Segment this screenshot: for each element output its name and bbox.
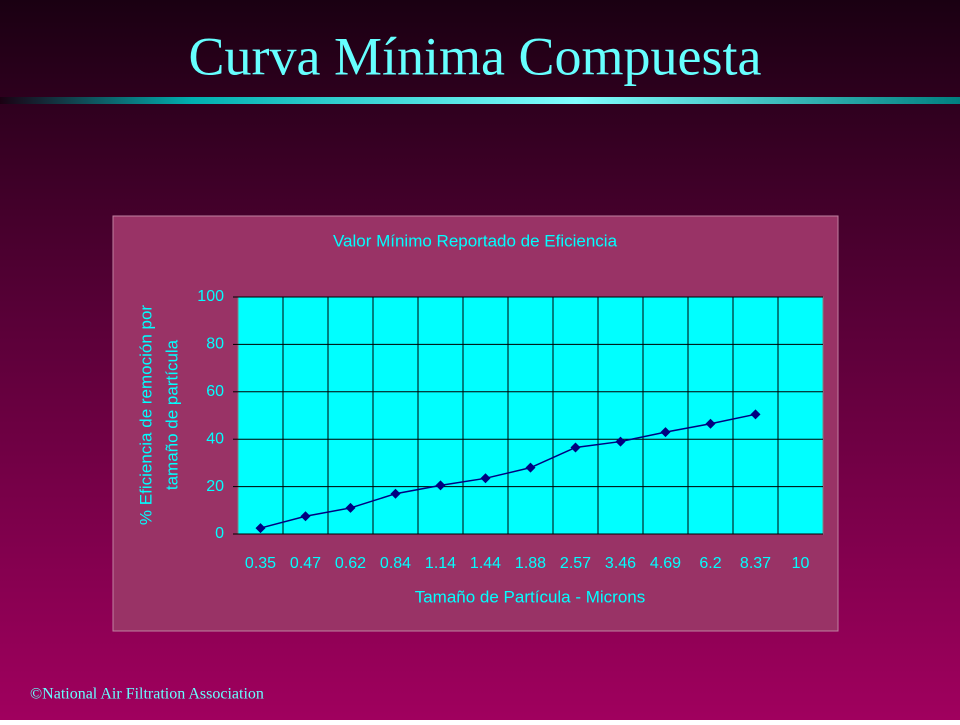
x-tick-label: 0.84 [380, 555, 411, 572]
x-tick-label: 4.69 [650, 555, 681, 572]
y-tick-label: 100 [197, 288, 224, 305]
x-tick-label: 1.88 [515, 555, 546, 572]
title-rule [0, 97, 960, 104]
y-axis-label-line: % Eficiencia de remoción por [136, 305, 155, 526]
y-tick-label: 20 [206, 478, 224, 495]
y-axis-label-line: tamaño de partícula [162, 339, 181, 490]
y-axis-label: % Eficiencia de remoción por tamaño de p… [136, 305, 181, 526]
y-tick-label: 60 [206, 383, 224, 400]
x-tick-label: 8.37 [740, 555, 771, 572]
chart-title: Valor Mínimo Reportado de Eficiencia [333, 231, 618, 250]
x-axis-label: Tamaño de Partícula - Microns [415, 587, 646, 606]
x-tick-label: 6.2 [699, 555, 721, 572]
data-point [300, 511, 311, 522]
plot-area [237, 296, 824, 535]
data-point [750, 409, 761, 420]
x-tick-label: 2.57 [560, 555, 591, 572]
data-point [705, 418, 716, 429]
data-point [255, 523, 266, 534]
x-tick-label: 10 [792, 555, 810, 572]
y-tick-label: 80 [206, 336, 224, 353]
y-tick-label: 0 [215, 525, 224, 542]
x-tick-label: 0.47 [290, 555, 321, 572]
data-point [480, 473, 491, 484]
data-point [390, 488, 401, 499]
data-point [345, 502, 356, 513]
data-point [435, 480, 446, 491]
data-point [570, 442, 581, 453]
slide-title: Curva Mínima Compuesta [189, 26, 762, 86]
x-tick-label: 0.35 [245, 555, 276, 572]
data-point [525, 462, 536, 473]
y-tick-label: 40 [206, 430, 224, 447]
x-tick-label: 1.14 [425, 555, 456, 572]
data-point [660, 427, 671, 438]
x-tick-label: 0.62 [335, 555, 366, 572]
series-line [260, 413, 756, 529]
x-tick-label: 3.46 [605, 555, 636, 572]
footer: ©National Air Filtration Association [30, 686, 264, 703]
data-point [615, 436, 626, 447]
x-tick-label: 1.44 [470, 555, 501, 572]
